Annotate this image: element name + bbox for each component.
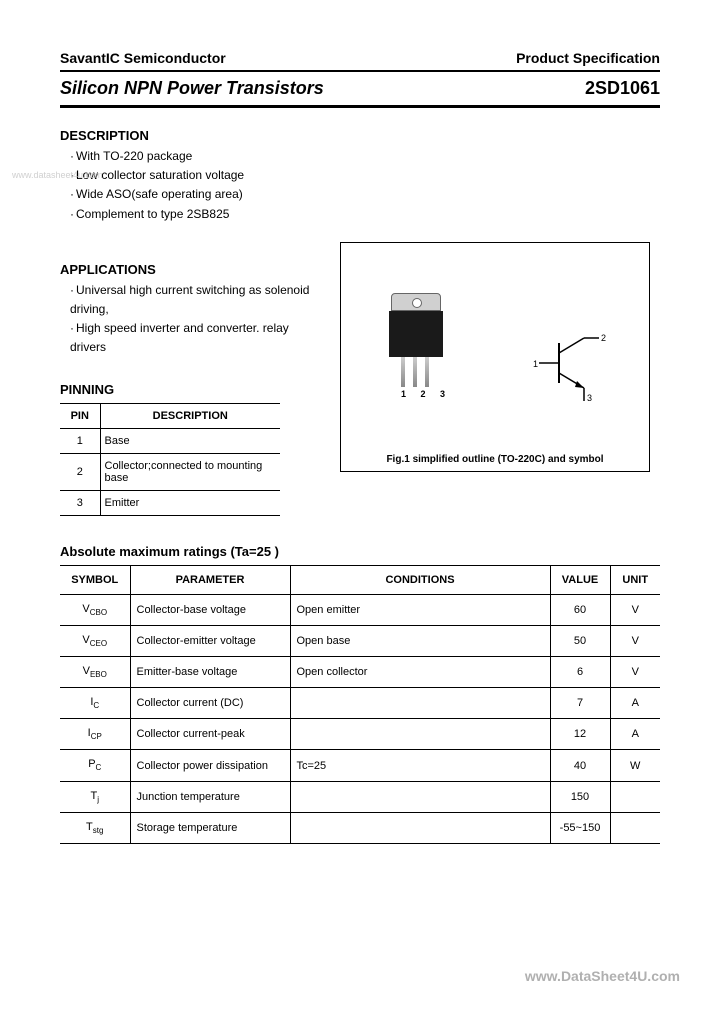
rating-value: 150 (550, 781, 610, 812)
rating-symbol: Tstg (60, 812, 130, 843)
rating-symbol: IC (60, 688, 130, 719)
rating-symbol: VEBO (60, 656, 130, 687)
description-heading: DESCRIPTION (60, 128, 660, 143)
rating-unit: A (610, 719, 660, 750)
pin-col-header: DESCRIPTION (100, 403, 280, 428)
svg-text:3: 3 (587, 393, 592, 403)
rating-unit (610, 781, 660, 812)
rating-value: 7 (550, 688, 610, 719)
pin-num: 1 (60, 428, 100, 453)
rating-symbol: ICP (60, 719, 130, 750)
pin-desc: Emitter (100, 490, 280, 515)
ratings-heading: Absolute maximum ratings (Ta=25 ) (60, 544, 660, 559)
rating-unit: V (610, 656, 660, 687)
table-row: ICPCollector current-peak 12A (60, 719, 660, 750)
pin-desc: Collector;connected to mounting base (100, 453, 280, 490)
desc-item: With TO-220 package (70, 147, 660, 166)
rating-param: Collector power dissipation (130, 750, 290, 781)
part-number: 2SD1061 (585, 78, 660, 99)
watermark-left: www.datasheet4u.com (12, 170, 103, 180)
apps-item: High speed inverter and converter. relay… (70, 319, 320, 357)
ratings-table: SYMBOL PARAMETER CONDITIONS VALUE UNIT V… (60, 565, 660, 845)
table-row: TjJunction temperature 150 (60, 781, 660, 812)
rating-unit: W (610, 750, 660, 781)
rating-cond: Open base (290, 625, 550, 656)
rating-symbol: VCBO (60, 594, 130, 625)
desc-item: Wide ASO(safe operating area) (70, 185, 660, 204)
rating-cond: Open collector (290, 656, 550, 687)
rating-value: 6 (550, 656, 610, 687)
footer-url: www.DataSheet4U.com (525, 968, 680, 984)
rule-title (60, 105, 660, 108)
rating-symbol: VCEO (60, 625, 130, 656)
col-header: CONDITIONS (290, 565, 550, 594)
figure-caption: Fig.1 simplified outline (TO-220C) and s… (341, 454, 649, 465)
rating-unit: V (610, 625, 660, 656)
rating-cond: Tc=25 (290, 750, 550, 781)
rating-symbol: Tj (60, 781, 130, 812)
rating-cond (290, 781, 550, 812)
rating-cond (290, 688, 550, 719)
rating-param: Collector-base voltage (130, 594, 290, 625)
pin-col-header: PIN (60, 403, 100, 428)
rating-param: Collector current (DC) (130, 688, 290, 719)
rating-unit: V (610, 594, 660, 625)
rating-unit (610, 812, 660, 843)
rating-cond: Open emitter (290, 594, 550, 625)
rating-value: 12 (550, 719, 610, 750)
rating-cond (290, 812, 550, 843)
page-title: Silicon NPN Power Transistors (60, 78, 324, 99)
table-row: 1 Base (60, 428, 280, 453)
rating-value: 50 (550, 625, 610, 656)
col-header: VALUE (550, 565, 610, 594)
rating-unit: A (610, 688, 660, 719)
col-header: PARAMETER (130, 565, 290, 594)
col-header: SYMBOL (60, 565, 130, 594)
pinning-table: PIN DESCRIPTION 1 Base 2 Collector;conne… (60, 403, 280, 516)
rating-param: Collector current-peak (130, 719, 290, 750)
pin-num: 2 (60, 453, 100, 490)
applications-heading: APPLICATIONS (60, 262, 320, 277)
doc-type: Product Specification (516, 50, 660, 66)
svg-text:2: 2 (601, 333, 606, 343)
rating-param: Collector-emitter voltage (130, 625, 290, 656)
company-name: SavantIC Semiconductor (60, 50, 226, 66)
pinning-heading: PINNING (60, 382, 320, 397)
figure-box: 1 2 3 1 2 3 Fig. (340, 242, 650, 472)
desc-item: Complement to type 2SB825 (70, 205, 660, 224)
table-row: ICCollector current (DC) 7A (60, 688, 660, 719)
table-row: VCEOCollector-emitter voltageOpen base50… (60, 625, 660, 656)
table-row: VEBOEmitter-base voltageOpen collector6V (60, 656, 660, 687)
pin-desc: Base (100, 428, 280, 453)
apps-item: Universal high current switching as sole… (70, 281, 320, 319)
table-row: 3 Emitter (60, 490, 280, 515)
title-row: Silicon NPN Power Transistors 2SD1061 (60, 78, 660, 99)
pin-num: 3 (60, 490, 100, 515)
rule-top (60, 70, 660, 72)
table-row: VCBOCollector-base voltageOpen emitter60… (60, 594, 660, 625)
svg-text:1: 1 (533, 359, 538, 369)
lead-numbers: 1 2 3 (401, 389, 451, 399)
desc-item: Low collector saturation voltage (70, 166, 660, 185)
rating-value: 40 (550, 750, 610, 781)
table-row: PCCollector power dissipationTc=2540W (60, 750, 660, 781)
table-row: 2 Collector;connected to mounting base (60, 453, 280, 490)
rating-param: Junction temperature (130, 781, 290, 812)
rating-value: 60 (550, 594, 610, 625)
rating-cond (290, 719, 550, 750)
applications-list: Universal high current switching as sole… (70, 281, 320, 358)
description-list: With TO-220 package Low collector satura… (70, 147, 660, 224)
npn-symbol-icon: 1 2 3 (529, 323, 609, 408)
header-row: SavantIC Semiconductor Product Specifica… (60, 50, 660, 66)
rating-param: Emitter-base voltage (130, 656, 290, 687)
to220-package-icon: 1 2 3 (391, 293, 451, 399)
rating-symbol: PC (60, 750, 130, 781)
rating-value: -55~150 (550, 812, 610, 843)
col-header: UNIT (610, 565, 660, 594)
rating-param: Storage temperature (130, 812, 290, 843)
table-row: TstgStorage temperature -55~150 (60, 812, 660, 843)
